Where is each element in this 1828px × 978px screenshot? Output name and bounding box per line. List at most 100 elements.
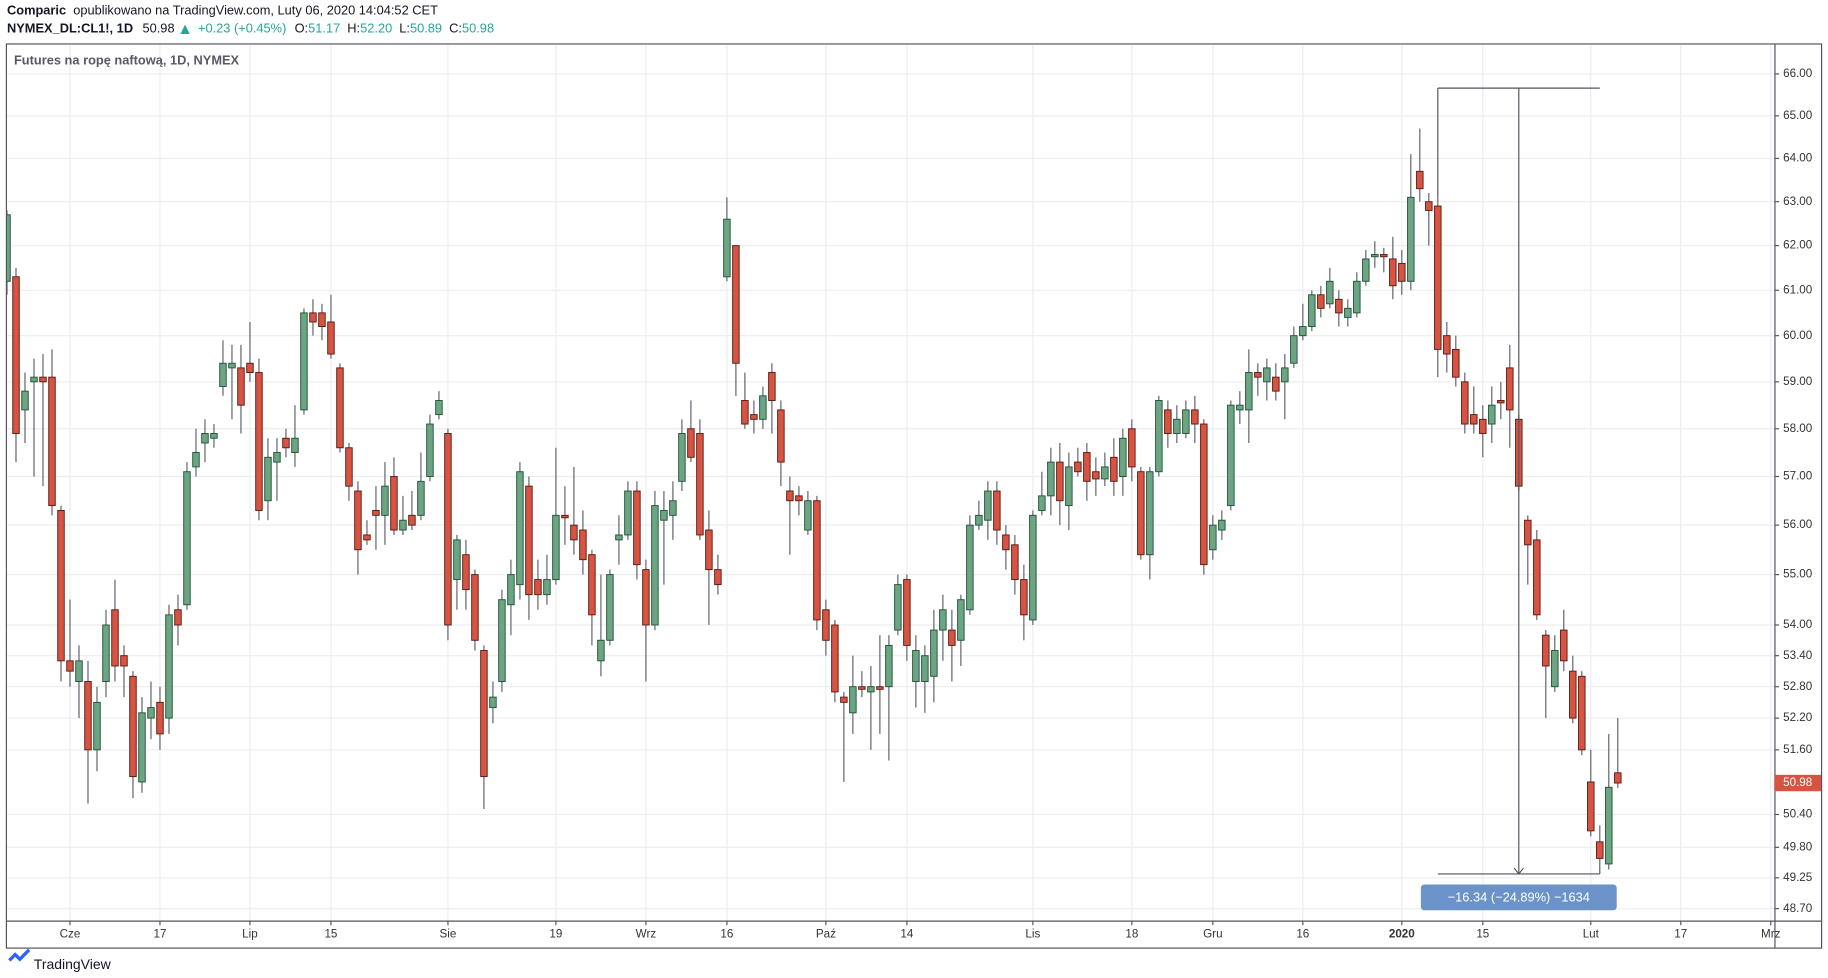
candle-body	[768, 372, 776, 401]
candle-body	[1137, 471, 1145, 556]
candle-body	[1056, 461, 1064, 502]
candle-body	[993, 490, 1001, 531]
candle-body	[858, 686, 866, 690]
candle-body	[723, 218, 731, 278]
high-value: 52.20	[360, 21, 392, 36]
candle-body	[228, 362, 236, 369]
brand-logo: TradingView	[8, 948, 112, 972]
candle-body	[525, 485, 533, 596]
candle-body	[1209, 524, 1217, 551]
candle-body	[1038, 495, 1046, 511]
y-tick-label: 52.80	[1783, 680, 1813, 693]
candle-body	[246, 362, 254, 373]
candle-body	[1416, 170, 1424, 190]
candle-body	[1155, 400, 1163, 473]
candle-body	[1092, 471, 1100, 480]
candle-body	[1488, 404, 1496, 425]
x-tick-label: Paź	[816, 928, 836, 941]
author: Comparic	[7, 3, 66, 18]
candle-body	[714, 569, 722, 586]
candle-body	[921, 655, 929, 682]
candle-body	[912, 650, 920, 682]
candle-body	[336, 367, 344, 449]
candle-body	[1497, 400, 1505, 404]
candle-body	[966, 524, 974, 611]
candle-body	[1317, 294, 1325, 309]
candle-body	[552, 514, 560, 581]
x-tick-label: 19	[549, 928, 562, 941]
candle-body	[444, 433, 452, 626]
candle-body	[309, 312, 317, 323]
x-tick-label: 17	[153, 928, 166, 941]
candle-body	[678, 433, 686, 482]
y-tick-label: 49.25	[1783, 871, 1813, 884]
candle-body	[822, 609, 830, 641]
candle-body	[129, 675, 137, 778]
x-tick-label: 16	[1296, 928, 1309, 941]
y-tick-label: 51.60	[1783, 743, 1813, 756]
axes: 66.00 65.00 64.00 63.00 62.00 61.00 60.00 59.00…	[60, 67, 1822, 941]
candle-body	[1506, 367, 1514, 411]
candle-body	[1047, 461, 1055, 497]
candle-body	[408, 514, 416, 526]
y-tick-label: 66.00	[1783, 67, 1813, 80]
candle-body	[579, 529, 587, 561]
candle-body	[192, 452, 200, 468]
candle-body	[1020, 579, 1028, 616]
candle-body	[543, 579, 551, 596]
candle-body	[291, 437, 299, 454]
candle-body	[1200, 423, 1208, 566]
candle-body	[975, 514, 983, 526]
x-tick-label: Sie	[440, 928, 457, 941]
candle-body	[1362, 258, 1370, 282]
candle-body	[507, 574, 515, 606]
candle-body	[264, 456, 272, 502]
candle-body	[1182, 409, 1190, 434]
x-tick-label: Wrz	[636, 928, 657, 941]
candle-body	[1470, 414, 1478, 425]
measure-arrow-head	[1513, 867, 1524, 875]
candle-body	[1173, 418, 1181, 434]
y-tick-label: 57.00	[1783, 470, 1813, 483]
candle-body	[93, 701, 101, 751]
candle-body	[273, 452, 281, 463]
candle-body	[345, 447, 353, 487]
candle-body	[939, 609, 947, 631]
candle-body	[1434, 205, 1442, 350]
candle-body	[318, 312, 326, 328]
candle-body	[1290, 335, 1298, 364]
overlay: −16.34 (−24.89%) −1634	[1420, 87, 1617, 911]
candle-body	[1596, 841, 1604, 859]
candle-body	[534, 579, 542, 596]
candle-body	[1002, 534, 1010, 551]
candle-body	[1389, 258, 1397, 287]
candle-body	[417, 480, 425, 516]
candle-body	[6, 214, 11, 282]
candle-body	[66, 660, 74, 672]
x-tick-label: 15	[1476, 928, 1489, 941]
candle-body	[867, 686, 875, 693]
candle-body	[1299, 326, 1307, 337]
candle-body	[1587, 781, 1595, 832]
candle-body	[876, 686, 884, 690]
candle-body	[489, 696, 497, 709]
y-tick-label: 59.00	[1783, 375, 1813, 388]
candle-body	[1578, 675, 1586, 751]
candle-body	[588, 554, 596, 616]
y-tick-label: 64.00	[1783, 152, 1813, 165]
candle-body	[669, 500, 677, 516]
candle-body	[750, 414, 758, 420]
y-tick-label: 60.00	[1783, 329, 1813, 342]
x-tick-label: Cze	[60, 928, 81, 941]
y-tick-label: 62.00	[1783, 239, 1813, 252]
candle-body	[255, 372, 263, 511]
candle-body	[1128, 428, 1136, 468]
candle-body	[210, 433, 218, 439]
symbol: NYMEX_DL:CL1!, 1D	[7, 21, 133, 36]
last-price-label: 50.98	[1783, 776, 1812, 789]
candle-body	[219, 362, 227, 387]
candle-body	[1281, 367, 1289, 383]
candle-body	[1218, 519, 1226, 531]
candle-body	[930, 629, 938, 677]
candle-body	[1227, 404, 1235, 507]
